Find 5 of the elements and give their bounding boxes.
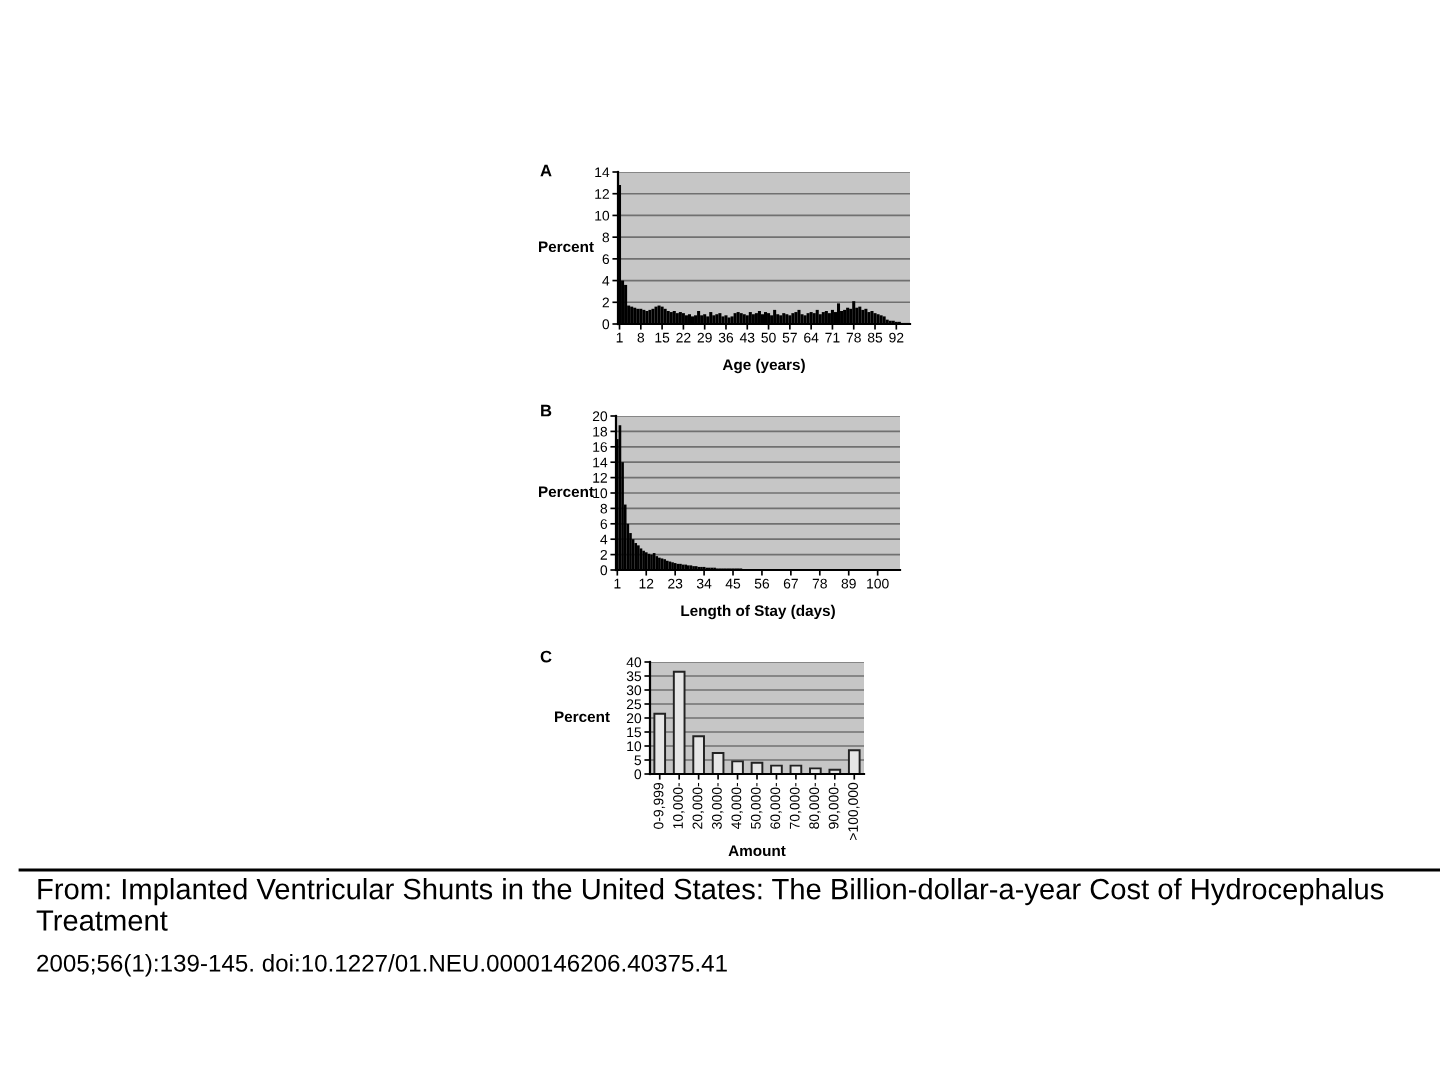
chart-title: B: [541, 404, 552, 417]
chart-title: A: [540, 164, 552, 177]
chart-title: C: [540, 650, 552, 663]
text: From: Implanted Ventricular Shunts in the United States: The Billion-dollar-a-year Cost of Hydrocephalus Treatment: [36, 878, 1384, 931]
text: 2005;56(1):139-145. doi:10.1227/01.NEU.0000146206.40375.41: [37, 954, 727, 977]
